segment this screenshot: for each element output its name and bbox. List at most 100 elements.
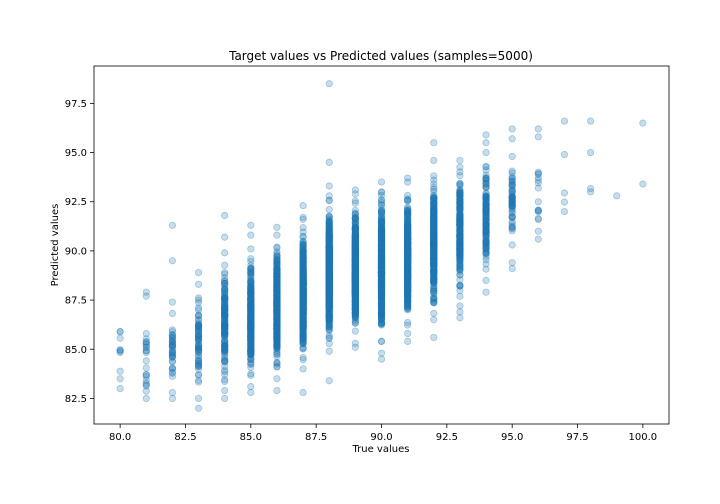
data-point (221, 330, 229, 338)
data-point (247, 316, 255, 324)
data-point (247, 302, 255, 311)
data-point (221, 321, 229, 330)
data-point (247, 321, 255, 329)
data-point (273, 256, 281, 264)
data-point (377, 223, 386, 231)
data-point (325, 325, 333, 333)
data-point (142, 329, 150, 338)
data-point (247, 335, 255, 343)
data-point (273, 271, 281, 279)
data-point (247, 317, 255, 325)
data-point (273, 285, 281, 293)
data-point (299, 294, 307, 302)
data-point (325, 234, 333, 242)
data-point (247, 313, 255, 321)
data-point (142, 347, 150, 355)
data-point (247, 348, 255, 356)
data-point (247, 313, 255, 322)
data-point (247, 307, 255, 315)
data-point (247, 313, 255, 321)
data-point (273, 311, 281, 319)
data-point (273, 287, 281, 295)
data-point (247, 292, 255, 300)
data-point (273, 330, 281, 338)
data-point (247, 319, 255, 327)
data-point (247, 298, 255, 306)
data-point (247, 300, 255, 308)
data-point (168, 328, 177, 336)
data-point (247, 286, 255, 295)
data-point (194, 316, 203, 324)
data-point (325, 244, 333, 252)
data-point (273, 256, 281, 265)
data-point (194, 323, 203, 331)
data-point (273, 273, 281, 281)
data-point (273, 265, 281, 273)
data-point (221, 305, 229, 314)
data-point (273, 287, 281, 295)
data-point (247, 315, 255, 323)
data-point (273, 295, 281, 303)
data-point (273, 298, 281, 307)
data-point (247, 310, 255, 318)
data-point (273, 314, 281, 322)
data-point (273, 244, 281, 252)
data-point (221, 346, 229, 355)
data-point (273, 339, 281, 348)
data-point (273, 291, 281, 299)
data-point (430, 287, 438, 295)
data-point (377, 249, 386, 257)
data-point (273, 313, 281, 321)
data-point (247, 315, 255, 323)
data-point (377, 319, 386, 328)
x-tick-label: 90.0 (370, 432, 392, 443)
data-point (221, 324, 229, 332)
data-point (247, 268, 255, 277)
data-point (247, 355, 255, 363)
data-point (430, 172, 438, 180)
data-point (116, 327, 124, 336)
data-point (247, 302, 255, 311)
data-point (299, 388, 307, 397)
data-point (221, 377, 229, 386)
data-point (221, 332, 229, 340)
data-point (221, 293, 229, 301)
data-point (247, 326, 255, 335)
data-point (221, 320, 229, 328)
data-point (247, 311, 255, 320)
data-point (221, 345, 229, 353)
data-point (273, 324, 281, 332)
data-point (221, 341, 229, 349)
data-point (194, 332, 203, 340)
data-point (273, 308, 281, 317)
data-point (194, 351, 203, 359)
data-point (247, 305, 255, 313)
data-point (247, 300, 255, 308)
data-point (221, 311, 229, 320)
data-point (273, 296, 281, 304)
data-point (247, 317, 255, 325)
data-point (221, 322, 229, 331)
data-point (482, 139, 490, 147)
data-point (247, 299, 255, 307)
data-point (273, 333, 281, 341)
data-point (221, 344, 229, 353)
data-point (273, 294, 281, 302)
data-point (194, 331, 203, 339)
data-point (560, 207, 569, 216)
y-tick-label: 87.5 (65, 296, 87, 307)
data-point (247, 301, 255, 309)
data-point (273, 300, 281, 309)
data-point (430, 299, 438, 307)
data-point (247, 346, 255, 354)
data-point (247, 316, 255, 324)
data-point (221, 356, 229, 364)
x-tick-label: 87.5 (305, 432, 327, 443)
data-point (221, 342, 229, 350)
data-point (247, 332, 255, 340)
data-point (247, 320, 255, 328)
x-axis-label: True values (352, 444, 410, 455)
data-point (299, 202, 307, 210)
data-point (247, 283, 255, 292)
data-point (168, 394, 177, 403)
